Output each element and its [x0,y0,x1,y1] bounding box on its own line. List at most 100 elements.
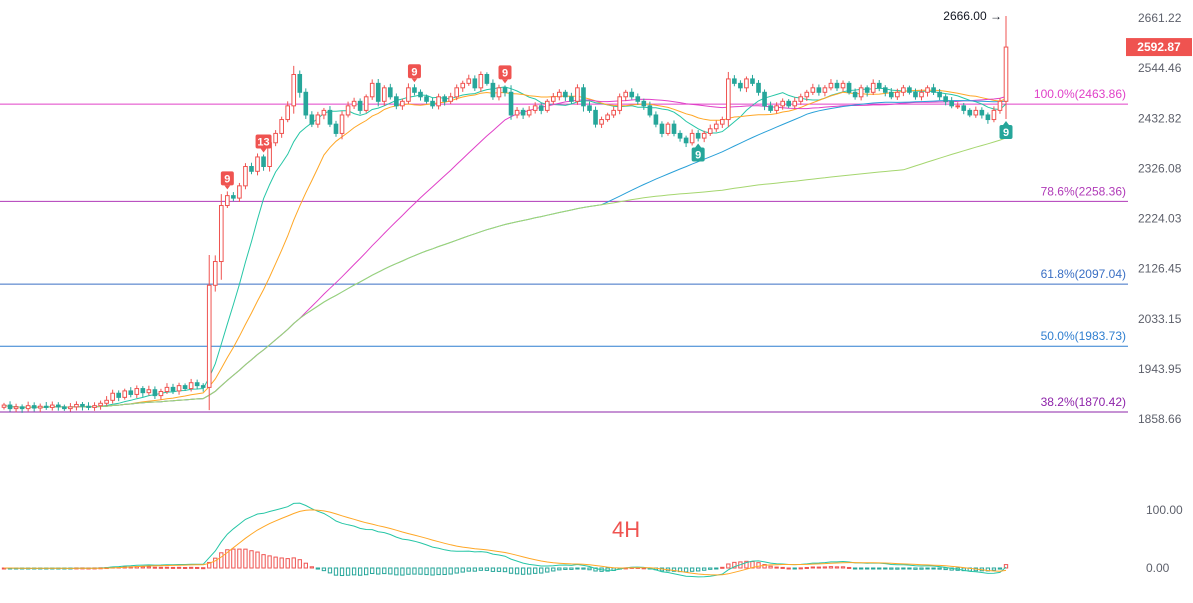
price-axis[interactable]: 2661.22 2544.46 2432.82 2326.08 2224.03 2126.… [1138,11,1183,575]
candle-24 [146,385,152,396]
macd-hist-142 [858,567,864,570]
macd-hist-151 [913,567,918,570]
candle-32 [194,379,200,390]
candle-81 [490,79,496,100]
candle-150 [907,85,912,95]
candle-138 [834,79,840,91]
macd-hist-130 [786,567,791,570]
macd-hist-125 [756,562,761,569]
candle-96 [581,84,586,112]
candle-69 [418,89,423,101]
candle-129 [780,98,785,110]
td-marker-5: 9 [999,120,1013,139]
macd-hist-164 [991,567,997,571]
macd-hist-49 [297,559,302,569]
macd-hist-89 [539,567,544,574]
macd-hist-90 [545,567,550,573]
macd-hist-145 [877,567,882,570]
macd-hist-81 [490,567,496,572]
candle-160 [967,108,973,118]
candle-166 [1003,15,1009,119]
macd-hist-55 [333,567,339,576]
macd-hist-97 [587,567,592,571]
candle-75 [454,84,460,101]
price-tick-3: 2326.08 [1138,161,1182,175]
candle-34 [206,254,212,411]
macd-hist-23 [140,566,145,569]
candle-114 [689,129,695,146]
candle-4 [25,401,31,412]
candle-107 [647,101,653,118]
price-tick-1: 2544.46 [1138,61,1182,75]
macd-hist-137 [828,566,834,569]
candle-33 [200,383,206,392]
candle-12 [74,401,79,411]
candle-37 [225,191,230,209]
fib-level-label-1: 78.6%(2258.36) [1041,184,1126,198]
candle-45 [273,130,278,147]
moving-averages [3,86,1007,408]
candle-122 [738,80,743,92]
macd-hist-149 [901,567,906,570]
candlesticks [1,15,1009,413]
candle-66 [400,98,405,110]
candle-49 [297,70,303,98]
macd-hist-45 [273,556,278,569]
macd-hist-32 [194,566,200,569]
candle-106 [641,98,647,110]
candle-39 [237,182,242,202]
macd-hist-92 [557,567,562,571]
macd-hist-78 [472,567,477,572]
macd-hist-135 [816,566,822,569]
macd-panel [1,502,1009,578]
macd-hist-73 [442,567,447,576]
candle-73 [442,94,447,106]
macd-hist-33 [201,567,206,570]
candle-2 [13,403,19,413]
ma-line-50 [3,96,1007,408]
candle-87 [526,106,532,118]
macd-hist-132 [798,567,803,570]
candle-99 [599,116,604,128]
candle-25 [152,386,158,399]
candle-80 [484,72,490,86]
macd-hist-29 [176,566,182,569]
td-marker-2: 9 [407,64,421,83]
macd-hist-153 [925,567,930,570]
candle-132 [798,93,804,105]
candle-8 [49,401,55,411]
macd-hist-166 [1003,564,1009,569]
macd-hist-69 [418,567,423,575]
candle-126 [762,89,767,111]
candle-140 [846,81,852,95]
td-marker-3: 9 [498,65,512,84]
svg-text:9: 9 [502,67,508,79]
svg-text:9: 9 [411,66,417,78]
candle-6 [37,403,43,413]
macd-hist-118 [714,567,719,570]
candle-68 [412,84,417,96]
candle-60 [363,94,369,113]
candle-67 [406,83,411,104]
candle-31 [188,378,194,392]
candle-158 [955,102,961,109]
macd-hist-126 [762,564,767,569]
candle-11 [68,403,73,412]
candle-93 [563,89,568,102]
price-tick-5: 2126.45 [1138,262,1182,276]
macd-hist-100 [605,567,610,572]
candle-148 [895,88,900,100]
macd-hist-31 [188,566,194,569]
macd-hist-117 [708,567,713,570]
candle-124 [750,74,755,87]
macd-hist-37 [225,549,230,569]
macd-hist-84 [508,567,514,574]
macd-hist-120 [726,563,731,569]
candle-109 [659,121,665,138]
candle-103 [623,89,629,102]
macd-hist-115 [695,567,701,572]
candle-63 [381,85,387,106]
candle-61 [369,79,375,100]
candle-79 [478,71,484,92]
